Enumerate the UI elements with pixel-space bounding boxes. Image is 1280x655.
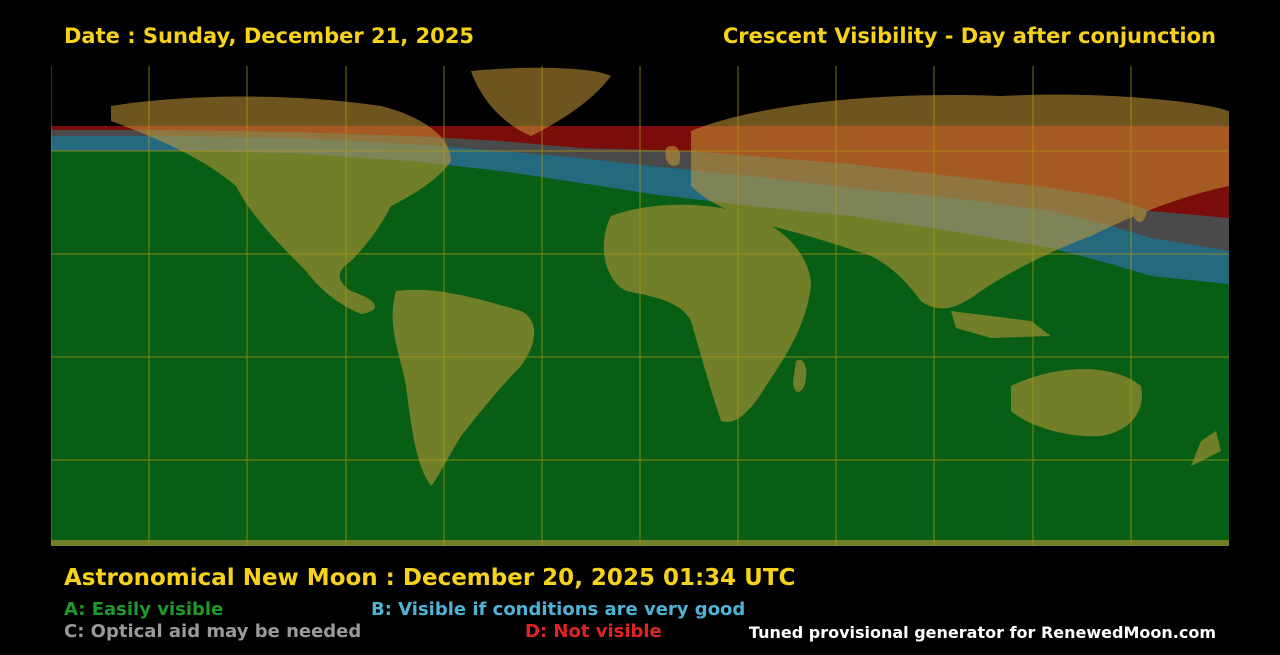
map-title: Crescent Visibility - Day after conjunct…	[722, 24, 1216, 48]
japan	[1130, 183, 1148, 223]
greenland	[471, 67, 611, 136]
crescent-visibility-map	[51, 66, 1229, 546]
south-america	[392, 289, 535, 486]
new-moon-time: Astronomical New Moon : December 20, 202…	[64, 565, 796, 591]
eurasia	[691, 94, 1229, 309]
new-zealand	[1191, 431, 1221, 466]
date-label: Date : Sunday, December 21, 2025	[64, 24, 474, 48]
australia	[1011, 369, 1142, 437]
africa	[603, 204, 811, 422]
graticule	[51, 66, 1229, 546]
legend-a-easily-visible: A: Easily visible	[64, 599, 224, 620]
indonesia	[951, 311, 1051, 338]
legend-c-optical-aid: C: Optical aid may be needed	[64, 621, 362, 642]
madagascar	[793, 359, 807, 392]
credit-text: Tuned provisional generator for RenewedM…	[748, 623, 1216, 642]
legend-b-visible-good-conditions: B: Visible if conditions are very good	[371, 599, 746, 620]
legend-d-not-visible: D: Not visible	[525, 621, 662, 642]
